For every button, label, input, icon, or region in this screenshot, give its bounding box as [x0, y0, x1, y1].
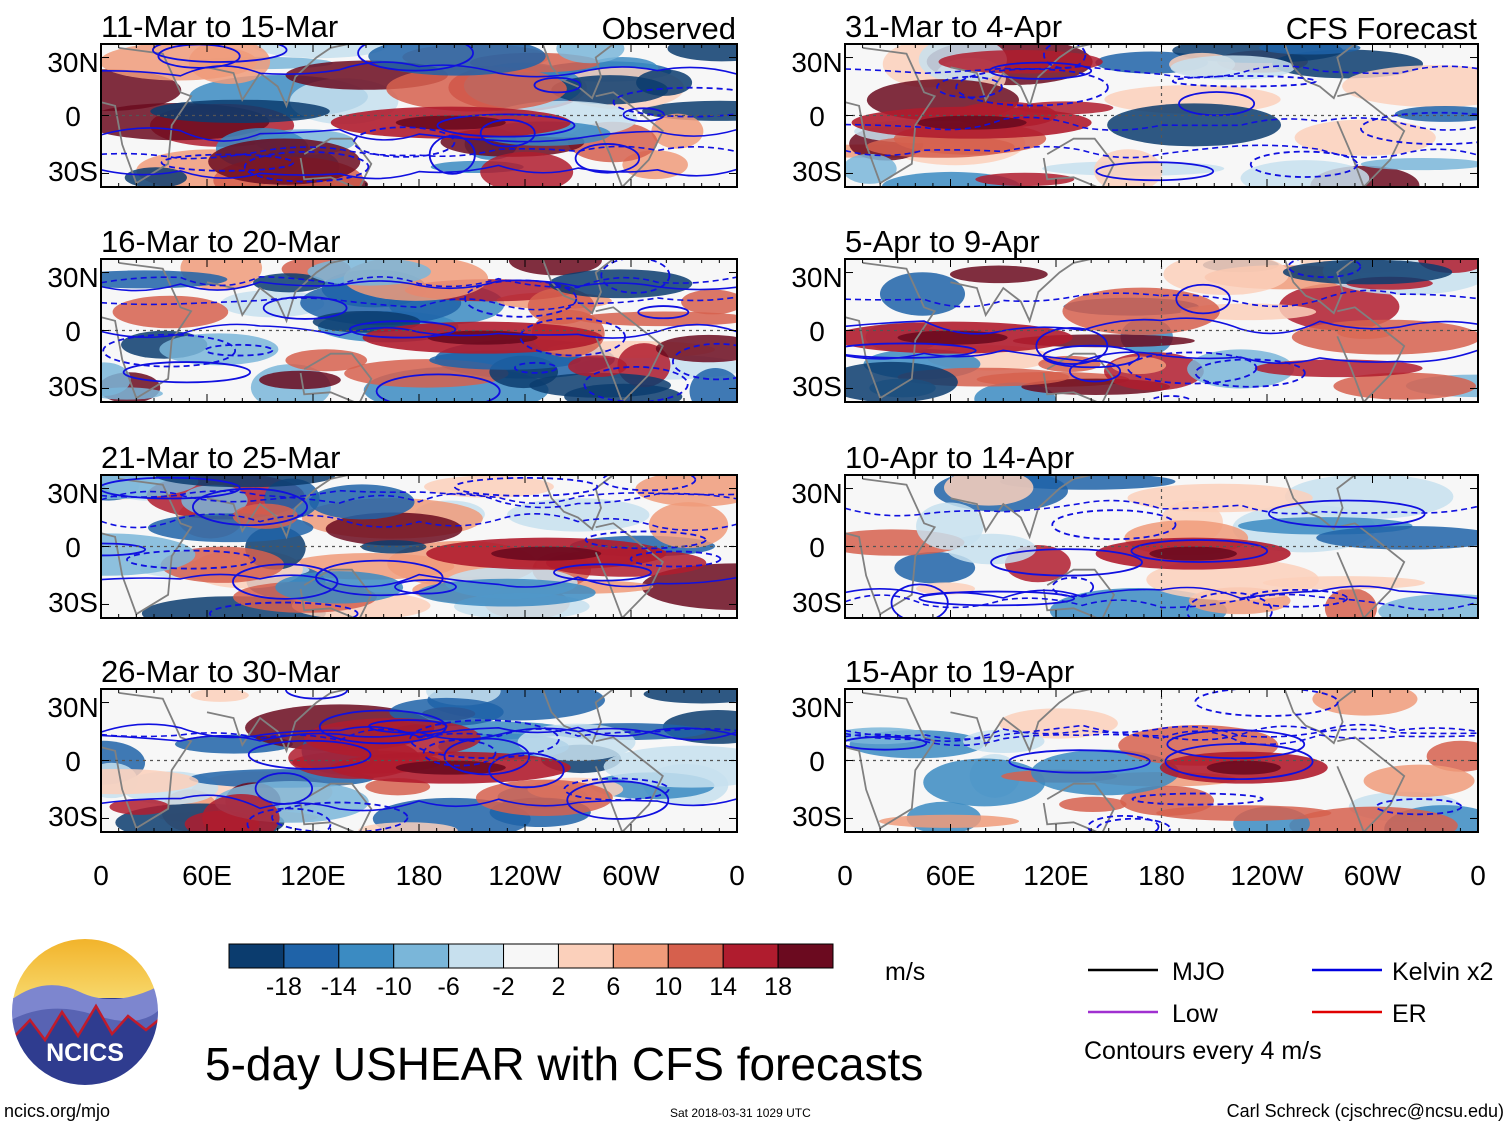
footer-timestamp: Sat 2018-03-31 1029 UTC: [670, 1106, 811, 1120]
lat-label: 30S: [792, 371, 842, 402]
colorbar-swatch: [393, 943, 450, 969]
lat-label: 0: [809, 746, 825, 777]
ncics-logo: NCICS: [10, 937, 160, 1087]
legend-label-kelvin: Kelvin x2: [1392, 958, 1493, 986]
lon-tick-label: 60W: [1344, 860, 1402, 891]
lat-label: 30S: [48, 371, 98, 402]
observed-label: Observed: [602, 11, 736, 46]
lat-label: 30N: [791, 692, 842, 723]
panel-title: 15-Apr to 19-Apr: [845, 654, 1074, 689]
colorbar-swatch: [722, 943, 779, 969]
panel-title: 11-Mar to 15-Mar: [101, 9, 338, 44]
colorbar-swatch: [448, 943, 505, 969]
lon-tick-label: 180: [1138, 860, 1185, 891]
colorbar-label: -18: [266, 973, 302, 1001]
panel-title: 10-Apr to 14-Apr: [845, 440, 1074, 475]
lat-label: 0: [65, 746, 81, 777]
forecast-panel-1: 30N 0 30S 31-Mar to 4-Apr CFS Forecast: [791, 9, 1479, 188]
lon-tick-label: 0: [729, 860, 745, 891]
lat-label: 30N: [791, 262, 842, 293]
colorbar-label: -6: [438, 973, 460, 1001]
panel-title: 5-Apr to 9-Apr: [845, 224, 1040, 259]
panels: 30N 0 30S 11-Mar to 15-Mar Observed 30N 0 30S 16…: [47, 9, 1479, 833]
panel-title: 16-Mar to 20-Mar: [101, 224, 340, 259]
colorbar-swatch: [283, 943, 340, 969]
panel-title: 26-Mar to 30-Mar: [101, 654, 340, 689]
lat-label: 0: [65, 101, 81, 132]
lon-tick-label: 0: [837, 860, 853, 891]
lon-tick-label: 0: [1470, 860, 1486, 891]
main-title: 5-day USHEAR with CFS forecasts: [205, 1038, 923, 1090]
colorbar-swatch: [338, 943, 395, 969]
panel-title: 31-Mar to 4-Apr: [845, 9, 1062, 44]
lat-label: 0: [65, 316, 81, 347]
colorbar-label: 14: [709, 973, 737, 1001]
lat-label: 30S: [792, 801, 842, 832]
lat-label: 30S: [792, 156, 842, 187]
colorbar: -18 -14 -10 -6 -2 2 6 10 14 18: [228, 943, 834, 1001]
lat-label: 0: [809, 101, 825, 132]
colorbar-swatch: [503, 943, 559, 969]
lat-label: 0: [809, 532, 825, 563]
lon-tick-label: 120W: [488, 860, 562, 891]
colorbar-label: 6: [606, 973, 620, 1001]
legend-label-er: ER: [1392, 1000, 1427, 1028]
colorbar-label: 10: [654, 973, 682, 1001]
lon-tick-label: 120E: [280, 860, 345, 891]
panel-title: 21-Mar to 25-Mar: [101, 440, 340, 475]
lon-tick-label: 60W: [602, 860, 660, 891]
colorbar-label: 2: [552, 973, 566, 1001]
lat-label: 30N: [47, 262, 98, 293]
lon-tick-label: 0: [93, 860, 109, 891]
colorbar-swatch: [228, 943, 285, 969]
colorbar-label: -14: [321, 973, 357, 1001]
footer-url: ncics.org/mjo: [4, 1101, 110, 1121]
lon-tick-label: 60E: [182, 860, 232, 891]
lon-axis-forecast: 0 60E 120E 180 120W 60W 0: [837, 860, 1486, 891]
observed-panel-4: 30N 0 30S 26-Mar to 30-Mar: [47, 654, 738, 833]
lat-label: 30S: [48, 587, 98, 618]
colorbar-swatch: [612, 943, 669, 969]
lat-label: 0: [809, 316, 825, 347]
lat-label: 30S: [792, 587, 842, 618]
lon-tick-label: 180: [396, 860, 443, 891]
legend: MJO Kelvin x2 Low ER Contours every 4 m/…: [1084, 958, 1493, 1065]
contour-note: Contours every 4 m/s: [1084, 1037, 1322, 1065]
colorbar-label: -2: [492, 973, 514, 1001]
colorbar-swatch: [777, 943, 834, 969]
units-label: m/s: [885, 958, 925, 986]
forecast-panel-4: 30N 0 30S 15-Apr to 19-Apr: [791, 654, 1479, 833]
logo-text: NCICS: [46, 1039, 124, 1067]
forecast-panel-2: 30N 0 30S 5-Apr to 9-Apr: [791, 224, 1479, 403]
lat-label: 30S: [48, 801, 98, 832]
legend-label-mjo: MJO: [1172, 958, 1225, 986]
lat-label: 30S: [48, 156, 98, 187]
legend-label-low: Low: [1172, 1000, 1219, 1028]
colorbar-label: 18: [764, 973, 792, 1001]
lat-label: 30N: [47, 692, 98, 723]
observed-panel-3: 30N 0 30S 21-Mar to 25-Mar: [47, 440, 738, 619]
colorbar-label: -10: [376, 973, 412, 1001]
lat-label: 0: [65, 532, 81, 563]
lon-tick-label: 120W: [1230, 860, 1304, 891]
forecast-panel-3: 30N 0 30S 10-Apr to 14-Apr: [791, 440, 1479, 619]
lat-label: 30N: [791, 47, 842, 78]
footer-author: Carl Schreck (cjschrec@ncsu.edu): [1227, 1101, 1504, 1121]
lon-axis-observed: 0 60E 120E 180 120W 60W 0: [93, 860, 745, 891]
lon-tick-label: 60E: [926, 860, 976, 891]
lat-label: 30N: [47, 478, 98, 509]
lat-label: 30N: [47, 47, 98, 78]
lat-label: 30N: [791, 478, 842, 509]
observed-panel-2: 30N 0 30S 16-Mar to 20-Mar: [47, 224, 738, 403]
observed-panel-1: 30N 0 30S 11-Mar to 15-Mar Observed: [47, 9, 738, 188]
colorbar-swatch: [557, 943, 614, 969]
colorbar-swatch: [667, 943, 724, 969]
lon-tick-label: 120E: [1023, 860, 1088, 891]
forecast-label: CFS Forecast: [1286, 11, 1478, 46]
